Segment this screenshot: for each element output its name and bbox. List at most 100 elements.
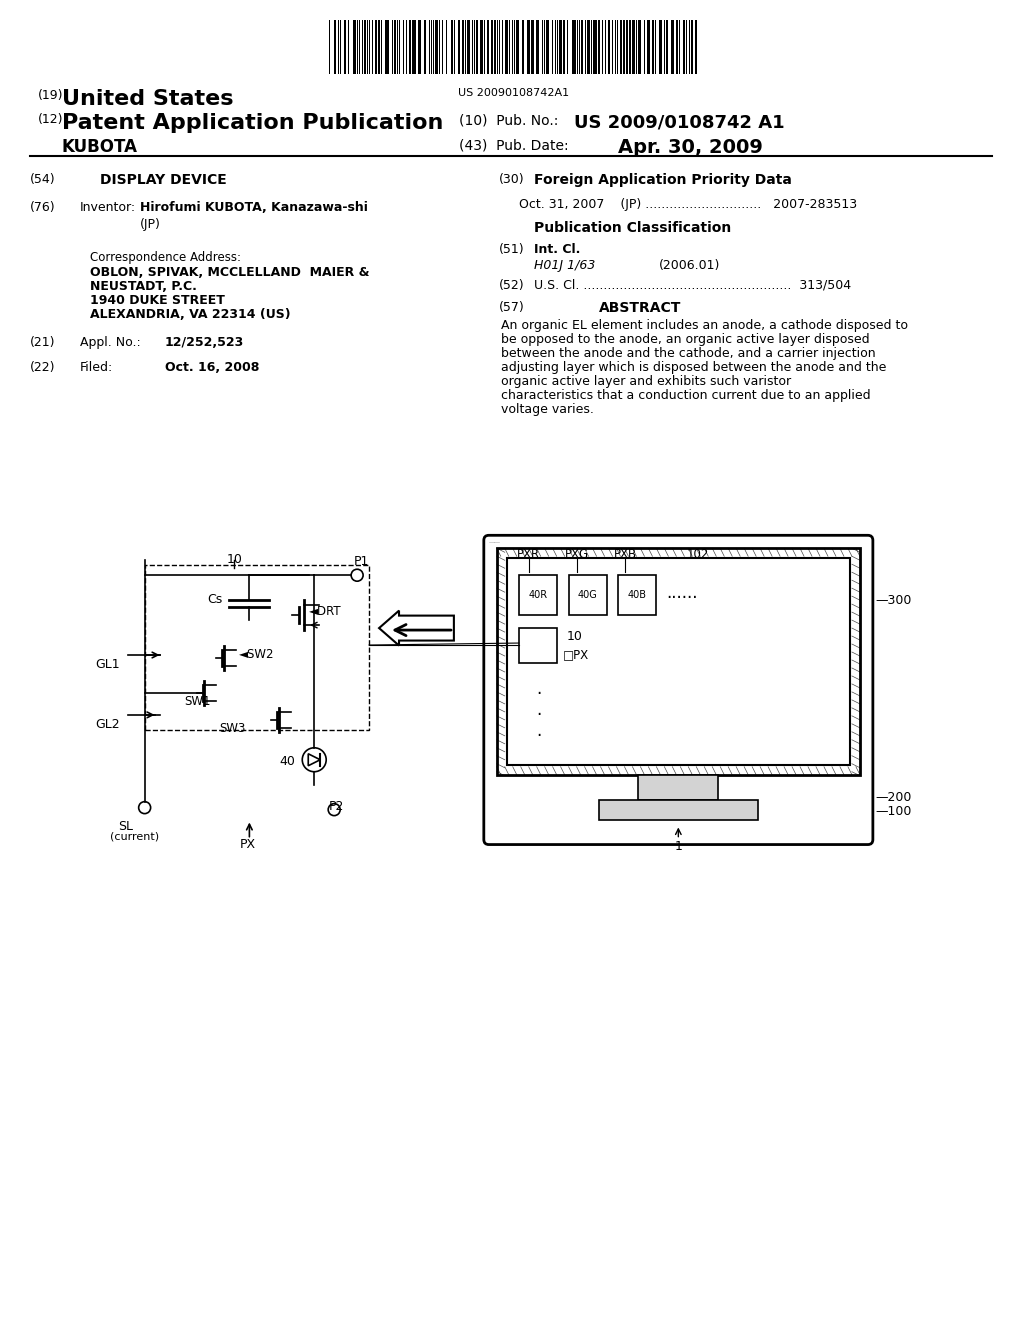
Bar: [691, 20, 693, 74]
Text: (10)  Pub. No.:: (10) Pub. No.:: [459, 114, 558, 127]
Bar: [334, 20, 336, 74]
Text: ALEXANDRIA, VA 22314 (US): ALEXANDRIA, VA 22314 (US): [90, 308, 291, 321]
Text: Oct. 16, 2008: Oct. 16, 2008: [165, 360, 259, 374]
Bar: [497, 548, 860, 775]
Bar: [562, 20, 564, 74]
Text: SL: SL: [118, 820, 133, 833]
Text: 10: 10: [226, 553, 243, 566]
Bar: [647, 20, 650, 74]
Bar: [652, 20, 654, 74]
Text: organic active layer and exhibits such varistor: organic active layer and exhibits such v…: [501, 375, 791, 388]
Text: An organic EL element includes an anode, a cathode disposed to: An organic EL element includes an anode,…: [501, 319, 907, 331]
Bar: [462, 20, 464, 74]
Text: Inventor:: Inventor:: [80, 201, 136, 214]
Bar: [344, 20, 346, 74]
Text: PXB: PXB: [614, 548, 637, 561]
Text: Oct. 31, 2007    (JP) .............................   2007-283513: Oct. 31, 2007 (JP) .....................…: [519, 198, 857, 211]
Bar: [568, 576, 606, 615]
Text: (57): (57): [499, 301, 524, 314]
Text: (22): (22): [30, 360, 55, 374]
Bar: [638, 20, 641, 74]
Text: ABSTRACT: ABSTRACT: [599, 301, 681, 315]
Text: US 20090108742A1: US 20090108742A1: [458, 88, 569, 99]
Text: (43)  Pub. Date:: (43) Pub. Date:: [459, 139, 568, 152]
Bar: [624, 20, 626, 74]
Bar: [394, 20, 396, 74]
Bar: [476, 20, 478, 74]
Text: (19): (19): [38, 90, 63, 103]
Text: KUBOTA: KUBOTA: [61, 139, 138, 156]
Bar: [507, 558, 850, 764]
Bar: [418, 20, 421, 74]
Bar: [587, 20, 590, 74]
Text: between the anode and the cathode, and a carrier injection: between the anode and the cathode, and a…: [501, 347, 876, 360]
Text: (2006.01): (2006.01): [658, 259, 720, 272]
Bar: [667, 20, 669, 74]
Bar: [458, 20, 460, 74]
Bar: [424, 20, 426, 74]
Bar: [467, 20, 470, 74]
Text: 40G: 40G: [578, 590, 597, 601]
Bar: [521, 20, 523, 74]
Bar: [695, 20, 697, 74]
Bar: [385, 20, 389, 74]
Text: United States: United States: [61, 90, 233, 110]
Text: OBLON, SPIVAK, MCCLELLAND  MAIER &: OBLON, SPIVAK, MCCLELLAND MAIER &: [90, 265, 370, 279]
Bar: [375, 20, 377, 74]
Text: be opposed to the anode, an organic active layer disposed: be opposed to the anode, an organic acti…: [501, 333, 869, 346]
Text: 1940 DUKE STREET: 1940 DUKE STREET: [90, 294, 224, 306]
Text: 10: 10: [566, 630, 583, 643]
Text: characteristics that a conduction current due to an applied: characteristics that a conduction curren…: [501, 388, 870, 401]
Bar: [451, 20, 453, 74]
Text: GL1: GL1: [95, 657, 120, 671]
Text: —200: —200: [876, 791, 912, 804]
Text: (76): (76): [30, 201, 55, 214]
Text: SW3: SW3: [219, 722, 246, 735]
Text: H01J 1/63: H01J 1/63: [534, 259, 595, 272]
Bar: [672, 20, 675, 74]
Text: P2: P2: [329, 800, 344, 813]
Text: Appl. No.:: Appl. No.:: [80, 335, 140, 348]
Bar: [598, 20, 599, 74]
Bar: [599, 800, 758, 820]
Bar: [494, 20, 496, 74]
Bar: [559, 20, 561, 74]
Bar: [365, 20, 367, 74]
Bar: [581, 20, 583, 74]
Bar: [630, 20, 632, 74]
Bar: [378, 20, 380, 74]
Bar: [490, 20, 493, 74]
Bar: [659, 20, 663, 74]
Text: Patent Application Publication: Patent Application Publication: [61, 114, 443, 133]
Text: ◄DRT: ◄DRT: [309, 605, 342, 618]
Text: Cs: Cs: [208, 593, 223, 606]
Bar: [144, 565, 369, 730]
Text: □PX: □PX: [562, 648, 589, 661]
Bar: [526, 20, 529, 74]
Text: P1: P1: [354, 556, 370, 568]
Text: NEUSTADT, P.C.: NEUSTADT, P.C.: [90, 280, 197, 293]
Bar: [618, 576, 656, 615]
Text: ◄SW2: ◄SW2: [240, 648, 274, 661]
Text: SW1: SW1: [184, 694, 211, 708]
Bar: [536, 20, 539, 74]
Bar: [633, 20, 636, 74]
Bar: [412, 20, 416, 74]
Text: adjusting layer which is disposed between the anode and the: adjusting layer which is disposed betwee…: [501, 360, 886, 374]
Text: 40B: 40B: [628, 590, 647, 601]
Text: U.S. Cl. ....................................................  313/504: U.S. Cl. ...............................…: [534, 279, 851, 292]
Text: —300: —300: [876, 594, 912, 607]
Text: voltage varies.: voltage varies.: [501, 403, 594, 416]
Text: PXG: PXG: [564, 548, 589, 561]
Text: 102: 102: [687, 548, 710, 561]
Bar: [486, 20, 488, 74]
Text: Correspondence Address:: Correspondence Address:: [90, 251, 241, 264]
Text: 12/252,523: 12/252,523: [165, 335, 244, 348]
Bar: [571, 20, 575, 74]
Text: ......: ......: [667, 585, 698, 602]
FancyArrow shape: [379, 611, 454, 645]
Text: PX: PX: [240, 838, 256, 850]
Bar: [627, 20, 629, 74]
Text: 1: 1: [675, 840, 682, 853]
Text: Int. Cl.: Int. Cl.: [534, 243, 580, 256]
